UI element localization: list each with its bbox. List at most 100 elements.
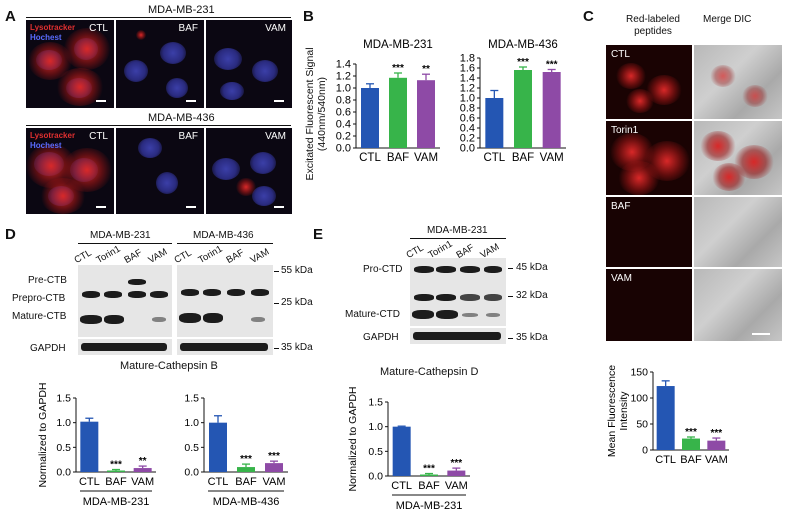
bar-ctl — [361, 88, 379, 148]
lane-torin1: Torin1 — [196, 243, 225, 266]
significance-mark: *** — [240, 454, 252, 465]
western-blot-ctd-231 — [410, 258, 506, 326]
panel-c-col1-line2: peptides — [634, 26, 672, 37]
y-tick-label: 0.8 — [336, 95, 351, 107]
x-tick-label: BAF — [105, 476, 127, 488]
chart-b-mda-mb-436: MDA-MB-436 0.00.20.40.60.81.01.21.41.61.8… — [460, 39, 566, 164]
marker-tick — [274, 348, 279, 349]
significance-mark: *** — [423, 464, 435, 475]
panel-a-row2-rule — [26, 125, 291, 126]
row-label-baf: BAF — [611, 201, 631, 212]
x-tick-label: BAF — [235, 476, 257, 488]
bar-ctl — [392, 426, 411, 476]
panel-d-group2: MDA-MB-436 — [193, 230, 254, 241]
band-label-mature-ctd: Mature-CTD — [345, 309, 401, 320]
band-label-gapdh: GAPDH — [30, 343, 66, 354]
western-blot-gapdh-231 — [78, 339, 172, 355]
panel-e-group: MDA-MB-231 — [427, 225, 488, 236]
marker-32kda: 32 kDa — [516, 290, 548, 301]
significance-mark: *** — [546, 60, 558, 71]
x-tick-label: BAF — [512, 152, 534, 164]
significance-mark: *** — [268, 451, 280, 462]
x-tick-label: VAM — [262, 476, 285, 488]
x-tick-label: CTL — [359, 152, 381, 164]
y-tick-label: 0.2 — [460, 133, 475, 145]
significance-mark: ** — [139, 456, 147, 467]
y-tick-label: 1.4 — [336, 59, 351, 71]
chart-d-mda-mb-436: 0.0 0.5 1.0 1.5 CTL *** BAF *** VAM MDA-MB-436 — [184, 393, 288, 508]
stain-lysotracker-231: Lysotracker — [30, 23, 76, 32]
x-tick-label: CTL — [483, 152, 505, 164]
panel-c-label: C — [583, 8, 594, 25]
y-tick-label: 1.5 — [368, 397, 383, 409]
x-tick-label: CTL — [208, 476, 229, 488]
panel-e-group-rule — [410, 238, 506, 239]
peptide-image-ctl: CTL — [606, 45, 692, 119]
x-tick-label: VAM — [414, 152, 438, 164]
panel-d-group1: MDA-MB-231 — [90, 230, 151, 241]
significance-mark: *** — [392, 63, 404, 74]
x-tick-label: CTL — [79, 476, 100, 488]
micrograph-231-vam: VAM — [206, 20, 292, 108]
y-tick-label: 50 — [636, 419, 648, 431]
marker-35kda: 35 kDa — [516, 332, 548, 343]
row-label-vam: VAM — [611, 273, 632, 284]
western-blot-gapdh-e — [410, 328, 506, 344]
y-tick-label: 0.6 — [460, 113, 475, 125]
x-tick-label: VAM — [131, 476, 154, 488]
lane-ctl: CTL — [72, 247, 94, 266]
stain-lysotracker-436: Lysotracker — [30, 131, 76, 140]
y-tick-label: 0.2 — [336, 131, 351, 143]
western-blot-ctb-231 — [78, 265, 172, 337]
bar-baf — [420, 474, 438, 476]
group-label: MDA-MB-436 — [213, 496, 280, 508]
panel-d-label: D — [5, 226, 16, 243]
marker-55kda: 55 kDa — [281, 265, 313, 276]
significance-mark: *** — [450, 458, 462, 469]
chart-e-mda-mb-231: 0.0 0.5 1.0 1.5 CTL *** BAF *** VAM MDA-MB-231 Nor… — [347, 386, 470, 512]
y-tick-label: 0.4 — [460, 123, 475, 135]
y-tick-label: 1.0 — [184, 417, 199, 429]
y-axis-label: Normalized to GAPDH — [347, 386, 359, 491]
marker-tick — [274, 303, 279, 304]
y-tick-label: 1.5 — [184, 393, 199, 405]
bar-ctl — [80, 421, 99, 472]
chart-b-mda-mb-231: MDA-MB-2310.00.20.40.60.81.01.21.4CTL***… — [336, 39, 440, 164]
y-tick-label: 1.2 — [460, 83, 475, 95]
scale-bar — [186, 206, 196, 208]
y-tick-label: 1.2 — [336, 71, 351, 83]
panel-c-col2-header: Merge DIC — [703, 14, 752, 25]
marker-tick — [508, 268, 513, 269]
panel-a-row1-rule — [26, 17, 291, 18]
bar-baf — [237, 467, 255, 472]
y-tick-label: 0.5 — [368, 446, 383, 458]
y-tick-label: 1.0 — [460, 93, 475, 105]
condition-label: VAM — [265, 131, 286, 142]
y-tick-label: 0.0 — [460, 143, 475, 155]
row-label-ctl: CTL — [611, 49, 630, 60]
peptide-image-torin1: Torin1 — [606, 121, 692, 195]
band-label-prepro-ctb: Prepro-CTB — [12, 293, 66, 304]
panel-c-col1-line1: Red-labeled — [626, 14, 680, 25]
bar-baf — [107, 470, 125, 472]
y-tick-label: 0.0 — [368, 471, 383, 483]
bar-ctl — [656, 386, 675, 450]
y-tick-label: 0.0 — [56, 467, 71, 479]
bar-vam — [447, 470, 466, 476]
marker-tick — [274, 271, 279, 272]
panel-b-label: B — [303, 8, 314, 25]
significance-mark: *** — [110, 460, 122, 471]
y-tick-label: 1.0 — [56, 417, 71, 429]
y-tick-label: 1.4 — [460, 73, 475, 85]
panel-b-ylabel-line1: Excitated Fluorescent Signal — [304, 47, 316, 181]
x-tick-label: VAM — [705, 454, 728, 466]
chart-d-mda-mb-231: 0.0 0.5 1.0 1.5 CTL *** BAF ** VAM MDA-MB-231 Norm… — [37, 382, 156, 508]
bar-baf — [514, 70, 532, 148]
y-axis-label-line1: Mean Fluorescence — [606, 365, 618, 457]
western-blot-ctb-436 — [177, 265, 273, 337]
marker-tick — [508, 296, 513, 297]
band-label-gapdh: GAPDH — [363, 332, 399, 343]
bar-vam — [542, 72, 561, 148]
lane-vam: VAM — [248, 246, 272, 266]
x-tick-label: BAF — [418, 480, 440, 492]
